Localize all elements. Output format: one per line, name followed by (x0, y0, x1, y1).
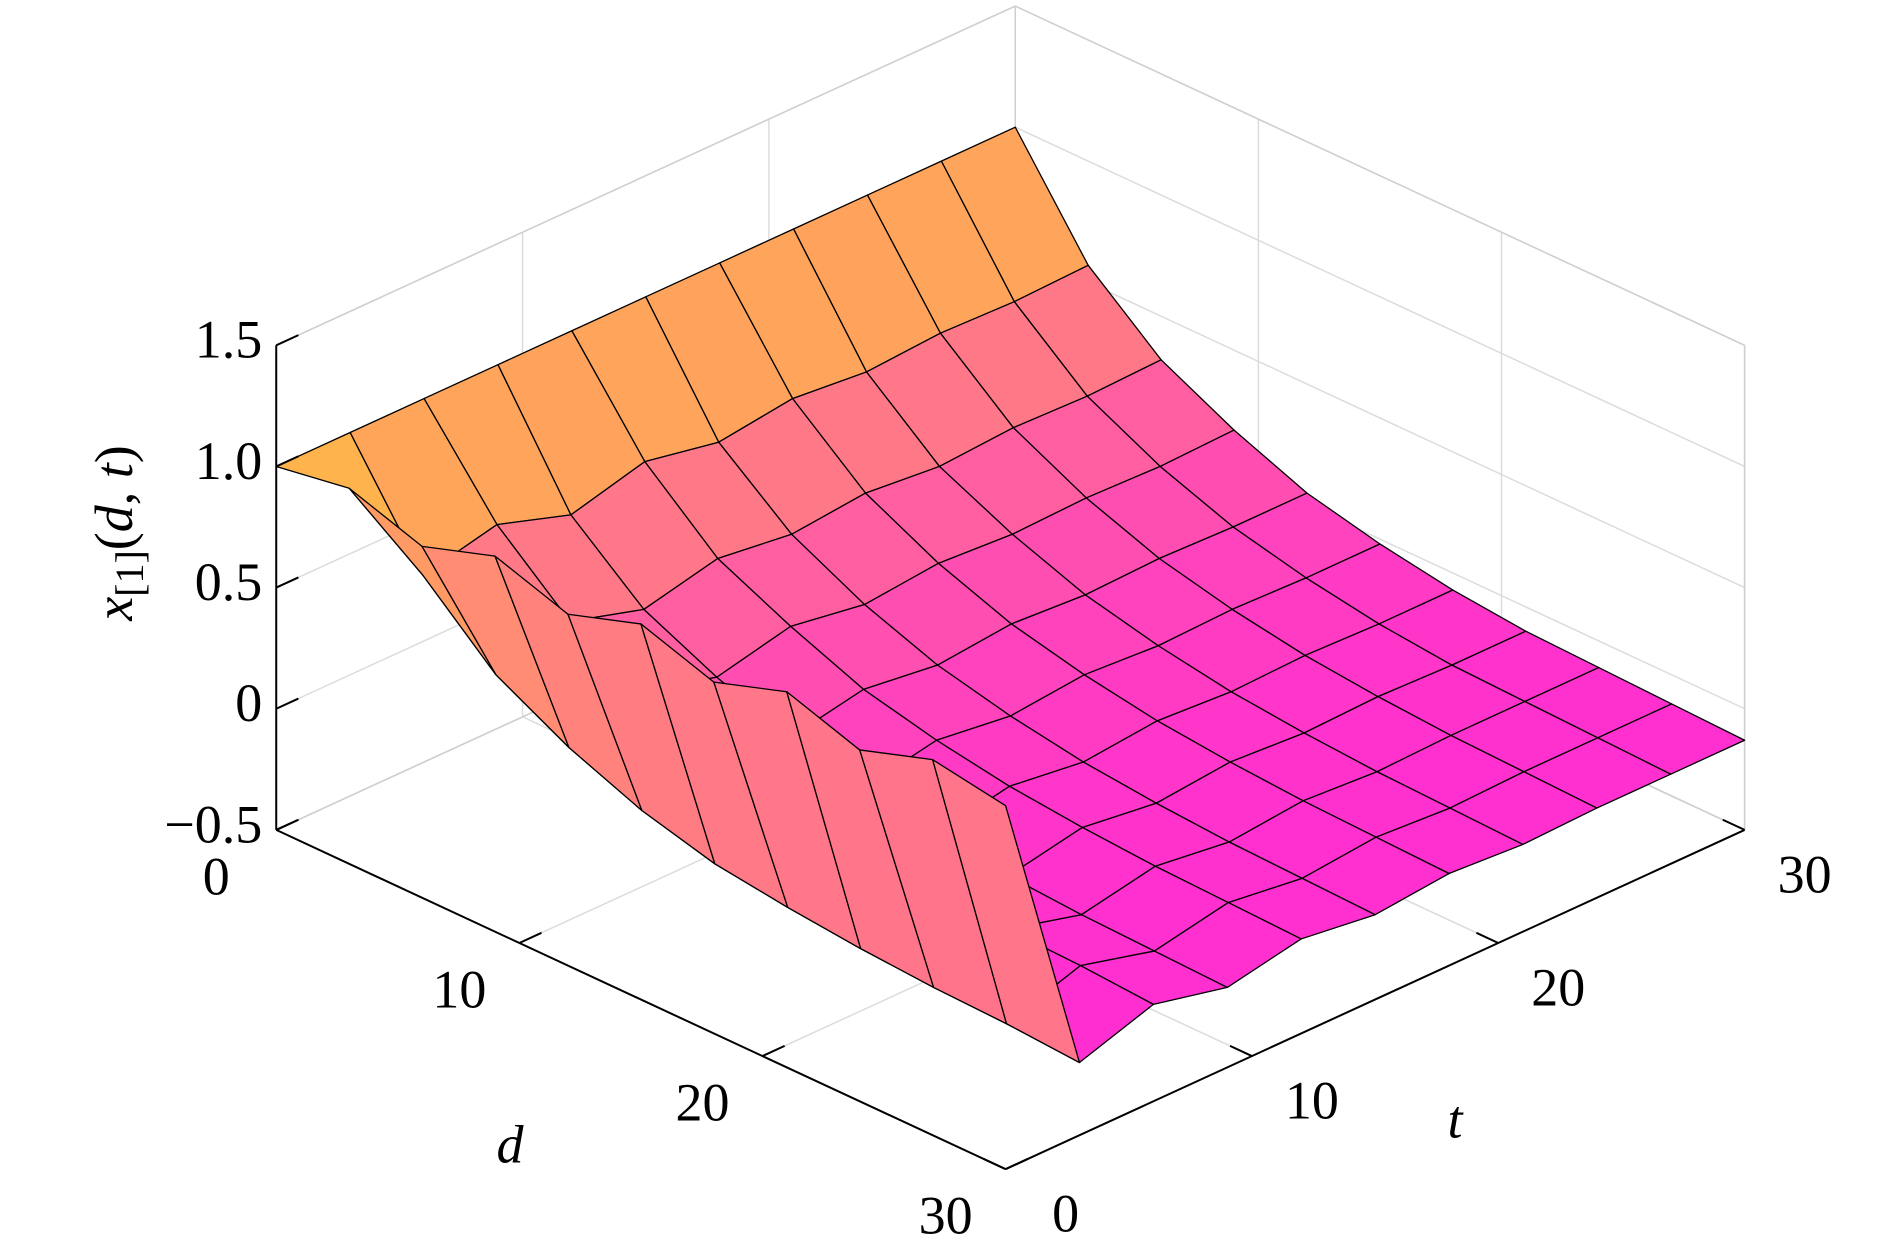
t-axis-line (1005, 828, 1746, 1171)
surface-patch (931, 758, 1081, 1064)
d-tick-label: 30 (919, 1186, 973, 1246)
z-label-part: ( (84, 532, 144, 550)
t-axis-label: t (1447, 1089, 1464, 1149)
t-tick-label: 10 (1285, 1070, 1339, 1130)
z-label-part: t (84, 461, 144, 478)
tick-mark (275, 334, 299, 347)
tick-mark (1005, 1158, 1029, 1171)
z-axis-label: x[1](d, t) (84, 445, 152, 622)
grid-line (1014, 247, 1745, 589)
d-axis-line (275, 828, 1006, 1171)
d-tick-label: 0 (203, 846, 230, 906)
z-tick-label: 1.0 (195, 431, 263, 491)
tick-mark (983, 1158, 1006, 1171)
tick-mark (518, 931, 542, 944)
box-edge (1014, 5, 1745, 346)
z-tick-label: 0 (235, 673, 262, 733)
d-tick-label: 20 (675, 1072, 729, 1132)
t-tick-label: 0 (1052, 1184, 1079, 1244)
tick-mark (275, 697, 299, 710)
tick-mark (275, 455, 299, 468)
z-tick-label: −0.5 (164, 794, 262, 854)
tick-mark (275, 818, 299, 831)
z-tick-label: 1.5 (195, 310, 263, 370)
z-label-part: ) (84, 445, 144, 463)
d-axis-label: d (497, 1114, 525, 1174)
z-label-part: x (84, 597, 144, 622)
tick-mark (1229, 1044, 1253, 1057)
tick-mark (1475, 931, 1499, 944)
grid-line (1014, 126, 1745, 468)
t-tick-label: 30 (1778, 844, 1832, 904)
tick-mark (275, 576, 299, 589)
tick-mark (762, 1044, 786, 1057)
box-edge (275, 5, 1016, 346)
d-tick-label: 10 (432, 959, 486, 1019)
t-tick-label: 20 (1531, 957, 1585, 1017)
z-label-part: [1] (107, 550, 152, 597)
z-label-part: d (84, 504, 144, 532)
tick-mark (1722, 818, 1746, 831)
z-label-part: , (84, 478, 144, 505)
z-tick-label: 0.5 (195, 552, 263, 612)
